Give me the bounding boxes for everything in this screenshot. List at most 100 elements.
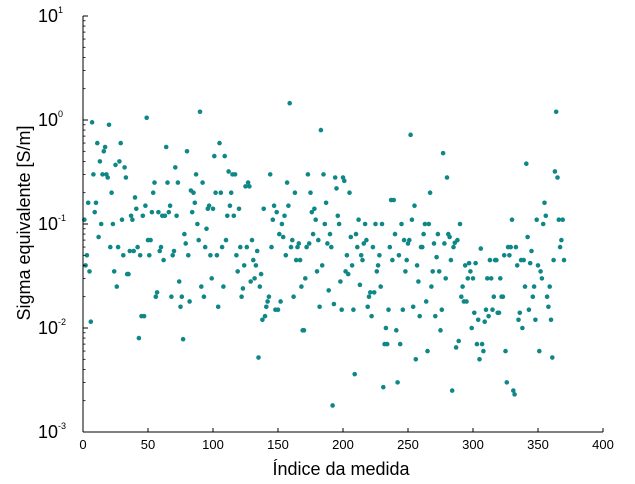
data-point <box>507 253 512 258</box>
data-point <box>422 221 428 227</box>
data-point <box>511 388 516 393</box>
data-point <box>297 257 303 263</box>
data-point <box>498 276 503 281</box>
data-point <box>543 213 549 219</box>
data-point <box>486 313 491 319</box>
data-point <box>147 253 152 258</box>
data-point <box>174 213 179 219</box>
data-point <box>391 197 397 203</box>
data-point <box>539 276 545 281</box>
scatter-points <box>82 100 567 408</box>
data-point <box>88 319 94 324</box>
data-point <box>122 165 127 170</box>
data-point <box>257 284 263 289</box>
data-point <box>249 237 255 243</box>
data-point <box>130 217 135 222</box>
data-point <box>491 294 497 299</box>
data-point <box>143 203 148 208</box>
data-point <box>256 355 261 360</box>
data-point <box>439 307 445 312</box>
data-point <box>149 209 155 215</box>
data-point <box>547 284 552 289</box>
data-point <box>292 190 298 195</box>
data-point <box>95 140 100 146</box>
data-point <box>335 213 341 219</box>
x-tick-label: 350 <box>527 437 549 452</box>
data-point <box>375 263 381 268</box>
data-point <box>362 221 368 227</box>
data-point <box>113 162 118 168</box>
data-point <box>111 269 117 274</box>
data-point <box>413 357 419 362</box>
data-point <box>279 221 285 227</box>
data-point <box>414 263 420 268</box>
data-point <box>152 180 157 185</box>
data-point <box>93 200 99 206</box>
data-point <box>469 325 475 331</box>
data-point <box>260 317 265 323</box>
data-point <box>365 304 371 310</box>
data-point <box>464 299 469 304</box>
data-point <box>473 260 478 266</box>
data-point <box>290 237 295 243</box>
data-point <box>201 294 207 299</box>
data-point <box>494 257 499 263</box>
data-point <box>353 231 359 237</box>
data-point <box>329 244 334 250</box>
data-point <box>213 190 218 195</box>
data-point <box>356 217 361 222</box>
data-point <box>317 304 322 310</box>
data-point <box>514 263 520 268</box>
data-point <box>470 276 476 281</box>
data-point <box>360 257 365 263</box>
data-point <box>269 244 274 250</box>
data-point <box>421 231 426 237</box>
data-point <box>240 286 246 291</box>
y-tick-exponent: -2 <box>58 317 66 327</box>
data-point <box>369 313 374 319</box>
y-tick-base: 10 <box>38 318 58 338</box>
data-point <box>184 149 190 154</box>
data-point <box>355 244 360 250</box>
data-point <box>223 237 229 243</box>
data-point <box>417 313 423 319</box>
data-point <box>245 180 251 185</box>
data-point <box>332 175 338 180</box>
data-point <box>396 253 402 258</box>
data-point <box>248 279 253 284</box>
data-point <box>412 203 417 208</box>
data-point <box>358 253 364 258</box>
data-point <box>189 209 195 215</box>
data-point <box>537 348 542 354</box>
data-point <box>318 127 324 133</box>
data-point <box>135 244 140 250</box>
data-point <box>508 244 513 250</box>
data-point <box>123 175 129 180</box>
data-point <box>214 253 220 258</box>
data-point <box>148 237 153 243</box>
y-tick-base: 10 <box>38 110 58 130</box>
y-tick-exponent: -1 <box>58 213 66 223</box>
data-point <box>534 217 539 222</box>
data-point <box>352 371 358 377</box>
data-point <box>377 253 382 258</box>
data-point <box>182 231 187 237</box>
data-point <box>345 271 351 277</box>
data-point <box>87 269 92 274</box>
data-point <box>521 257 526 263</box>
data-point <box>219 244 225 250</box>
x-axis-title: Índice da medida <box>272 459 410 479</box>
data-point <box>262 313 268 319</box>
data-point <box>109 190 114 195</box>
data-point <box>438 328 443 333</box>
data-point <box>173 165 178 170</box>
data-point <box>344 253 350 258</box>
data-point <box>509 217 515 222</box>
x-tick-label: 150 <box>267 437 289 452</box>
x-tick-label: 250 <box>397 437 419 452</box>
data-point <box>392 231 398 237</box>
data-point <box>91 172 96 177</box>
data-point <box>218 190 224 195</box>
data-point <box>431 241 437 246</box>
data-point <box>239 294 244 299</box>
